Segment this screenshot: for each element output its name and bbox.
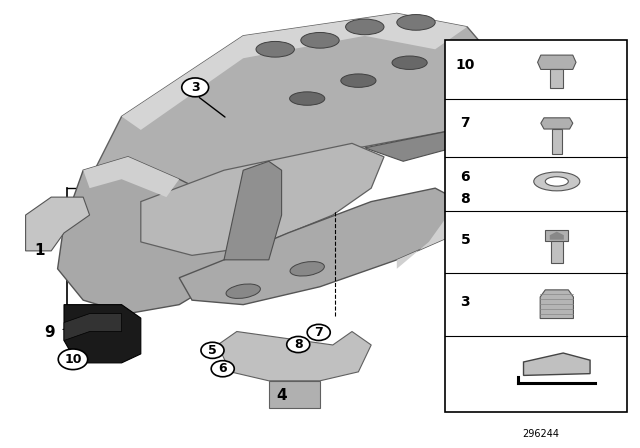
- Ellipse shape: [545, 177, 568, 186]
- Polygon shape: [83, 157, 179, 197]
- Bar: [551, 241, 563, 263]
- Text: 7: 7: [314, 326, 323, 339]
- Text: 10: 10: [64, 353, 82, 366]
- Polygon shape: [397, 202, 461, 269]
- Text: 5: 5: [208, 344, 217, 357]
- Text: 7: 7: [460, 116, 470, 130]
- Polygon shape: [541, 118, 573, 129]
- Polygon shape: [224, 161, 282, 260]
- Ellipse shape: [341, 74, 376, 87]
- Text: 296244: 296244: [522, 429, 559, 439]
- Ellipse shape: [397, 15, 435, 30]
- Polygon shape: [141, 143, 384, 255]
- Text: 8: 8: [294, 338, 303, 351]
- Bar: [552, 129, 562, 154]
- Ellipse shape: [256, 42, 294, 57]
- Text: 6: 6: [460, 170, 470, 184]
- Text: 8: 8: [460, 192, 470, 207]
- Circle shape: [307, 324, 330, 340]
- Polygon shape: [83, 13, 506, 224]
- Text: 9: 9: [45, 325, 55, 340]
- Text: 10: 10: [456, 58, 475, 72]
- Polygon shape: [64, 314, 122, 340]
- Polygon shape: [550, 232, 564, 240]
- Text: 5: 5: [460, 233, 470, 247]
- Circle shape: [211, 361, 234, 377]
- Ellipse shape: [301, 33, 339, 48]
- Circle shape: [287, 336, 310, 353]
- Text: 6: 6: [218, 362, 227, 375]
- Circle shape: [182, 78, 209, 97]
- Ellipse shape: [346, 19, 384, 35]
- Polygon shape: [218, 332, 371, 381]
- Text: 3: 3: [191, 81, 200, 94]
- Ellipse shape: [534, 172, 580, 191]
- Bar: [545, 230, 568, 241]
- Polygon shape: [365, 72, 531, 161]
- Polygon shape: [179, 188, 461, 305]
- Ellipse shape: [289, 92, 325, 105]
- Polygon shape: [26, 197, 90, 251]
- Text: 2: 2: [554, 62, 564, 78]
- Circle shape: [201, 342, 224, 358]
- Ellipse shape: [392, 56, 428, 69]
- Polygon shape: [64, 305, 141, 363]
- Text: 3: 3: [460, 295, 470, 310]
- Text: 4: 4: [276, 388, 287, 403]
- Ellipse shape: [500, 65, 524, 79]
- Polygon shape: [58, 157, 243, 314]
- Circle shape: [58, 349, 88, 370]
- Polygon shape: [538, 55, 576, 69]
- Ellipse shape: [290, 262, 324, 276]
- Polygon shape: [524, 353, 590, 375]
- Polygon shape: [540, 290, 573, 319]
- Text: 1: 1: [35, 243, 45, 258]
- Ellipse shape: [226, 284, 260, 298]
- Polygon shape: [269, 381, 320, 408]
- Polygon shape: [122, 13, 467, 130]
- FancyBboxPatch shape: [445, 40, 627, 412]
- Bar: [550, 69, 563, 88]
